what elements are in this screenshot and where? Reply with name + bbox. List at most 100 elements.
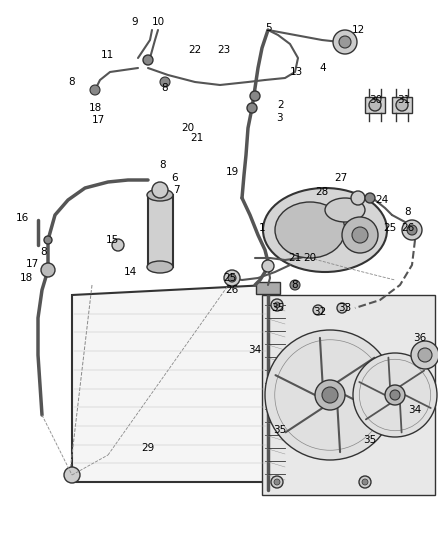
Circle shape	[90, 85, 100, 95]
Circle shape	[396, 99, 408, 111]
Text: 8: 8	[405, 207, 411, 217]
Text: 9: 9	[132, 17, 138, 27]
Ellipse shape	[325, 198, 365, 222]
Circle shape	[44, 236, 52, 244]
Text: 18: 18	[88, 103, 102, 113]
Text: 15: 15	[106, 235, 119, 245]
Circle shape	[337, 303, 347, 313]
Text: 20: 20	[304, 253, 317, 263]
Circle shape	[64, 467, 80, 483]
Circle shape	[315, 380, 345, 410]
Circle shape	[352, 227, 368, 243]
Circle shape	[390, 390, 400, 400]
Text: 24: 24	[375, 195, 389, 205]
Circle shape	[411, 341, 438, 369]
Text: 20: 20	[181, 123, 194, 133]
Text: 32: 32	[313, 307, 327, 317]
Text: 33: 33	[339, 303, 352, 313]
Text: 26: 26	[401, 223, 415, 233]
Text: 2: 2	[278, 100, 284, 110]
Text: 35: 35	[272, 303, 285, 313]
Text: 19: 19	[226, 167, 239, 177]
Bar	[148, 195, 173, 267]
Text: 23: 23	[217, 45, 231, 55]
Text: 18: 18	[19, 273, 32, 283]
Text: 21: 21	[191, 133, 204, 143]
Polygon shape	[72, 285, 268, 482]
Text: 8: 8	[69, 77, 75, 87]
Bar	[256, 282, 280, 294]
Text: 12: 12	[351, 25, 364, 35]
Text: 3: 3	[276, 113, 283, 123]
Text: 8: 8	[41, 247, 47, 257]
Circle shape	[224, 270, 240, 286]
Text: 16: 16	[15, 213, 28, 223]
Text: 31: 31	[397, 95, 411, 105]
Text: 10: 10	[152, 17, 165, 27]
Circle shape	[274, 479, 280, 485]
Text: 28: 28	[315, 187, 328, 197]
Bar	[392, 97, 412, 113]
Text: 14: 14	[124, 267, 137, 277]
Text: 30: 30	[369, 95, 382, 105]
Circle shape	[290, 280, 300, 290]
Text: 22: 22	[188, 45, 201, 55]
Text: 25: 25	[383, 223, 397, 233]
Circle shape	[247, 103, 257, 113]
Text: 11: 11	[100, 50, 113, 60]
Circle shape	[265, 330, 395, 460]
Circle shape	[353, 353, 437, 437]
Circle shape	[313, 305, 323, 315]
Circle shape	[351, 191, 365, 205]
Circle shape	[112, 239, 124, 251]
Text: 25: 25	[223, 273, 237, 283]
Text: 8: 8	[162, 83, 168, 93]
Circle shape	[342, 217, 378, 253]
Circle shape	[418, 348, 432, 362]
Circle shape	[152, 182, 168, 198]
Text: 7: 7	[173, 185, 179, 195]
Circle shape	[359, 476, 371, 488]
Circle shape	[250, 91, 260, 101]
Ellipse shape	[275, 202, 345, 258]
Text: 21: 21	[288, 253, 302, 263]
Text: 17: 17	[25, 259, 39, 269]
Ellipse shape	[147, 189, 173, 201]
Circle shape	[262, 260, 274, 272]
Text: 5: 5	[265, 23, 271, 33]
Text: 8: 8	[292, 280, 298, 290]
Circle shape	[274, 302, 280, 308]
Circle shape	[228, 274, 236, 282]
Circle shape	[143, 55, 153, 65]
Circle shape	[271, 299, 283, 311]
Text: 35: 35	[364, 435, 377, 445]
Text: 4: 4	[320, 63, 326, 73]
Circle shape	[365, 193, 375, 203]
Circle shape	[322, 387, 338, 403]
Text: 26: 26	[226, 285, 239, 295]
Text: 34: 34	[248, 345, 261, 355]
Circle shape	[402, 220, 422, 240]
Circle shape	[362, 479, 368, 485]
Text: 1: 1	[259, 223, 265, 233]
Text: 35: 35	[273, 425, 286, 435]
Text: 13: 13	[290, 67, 303, 77]
Circle shape	[407, 225, 417, 235]
Circle shape	[41, 263, 55, 277]
Ellipse shape	[263, 188, 387, 272]
Text: 17: 17	[92, 115, 105, 125]
Circle shape	[160, 77, 170, 87]
Text: 34: 34	[408, 405, 422, 415]
Circle shape	[369, 99, 381, 111]
Text: 6: 6	[172, 173, 178, 183]
Circle shape	[271, 476, 283, 488]
Circle shape	[385, 385, 405, 405]
Circle shape	[339, 36, 351, 48]
Ellipse shape	[147, 261, 173, 273]
Circle shape	[333, 30, 357, 54]
Text: 27: 27	[334, 173, 348, 183]
Polygon shape	[262, 295, 435, 495]
Bar	[365, 97, 385, 113]
Text: 36: 36	[413, 333, 427, 343]
Text: 29: 29	[141, 443, 155, 453]
